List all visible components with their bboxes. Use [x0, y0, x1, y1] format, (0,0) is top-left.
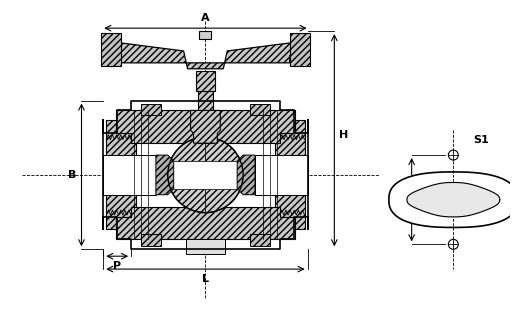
Polygon shape	[255, 155, 308, 195]
Polygon shape	[250, 104, 270, 115]
Circle shape	[449, 239, 458, 249]
Polygon shape	[205, 175, 243, 213]
Polygon shape	[103, 155, 156, 195]
Polygon shape	[205, 137, 243, 175]
Text: L: L	[202, 274, 209, 284]
Text: D: D	[223, 185, 232, 195]
Polygon shape	[141, 234, 161, 246]
Polygon shape	[186, 239, 225, 254]
Bar	[200, 31, 211, 39]
Text: d1: d1	[118, 178, 132, 188]
Polygon shape	[106, 41, 305, 69]
Polygon shape	[106, 120, 136, 230]
Polygon shape	[389, 172, 512, 228]
Polygon shape	[168, 161, 243, 189]
Text: d2: d2	[166, 178, 180, 188]
Circle shape	[168, 137, 243, 213]
Polygon shape	[141, 104, 161, 115]
Circle shape	[449, 150, 458, 160]
Text: A: A	[201, 13, 210, 23]
Polygon shape	[190, 111, 220, 143]
Polygon shape	[290, 33, 310, 66]
Text: E: E	[399, 195, 407, 205]
Text: S1: S1	[473, 135, 489, 145]
Polygon shape	[275, 120, 305, 230]
Polygon shape	[198, 91, 214, 143]
Polygon shape	[168, 175, 205, 213]
Text: P: P	[113, 261, 121, 271]
Polygon shape	[116, 111, 295, 143]
Polygon shape	[250, 234, 270, 246]
Polygon shape	[237, 155, 255, 195]
Polygon shape	[196, 71, 216, 91]
Polygon shape	[156, 155, 174, 195]
Text: B: B	[68, 170, 76, 180]
Polygon shape	[407, 183, 500, 217]
Polygon shape	[101, 33, 121, 66]
Text: H: H	[339, 130, 349, 140]
Polygon shape	[168, 137, 205, 175]
Polygon shape	[116, 207, 295, 239]
